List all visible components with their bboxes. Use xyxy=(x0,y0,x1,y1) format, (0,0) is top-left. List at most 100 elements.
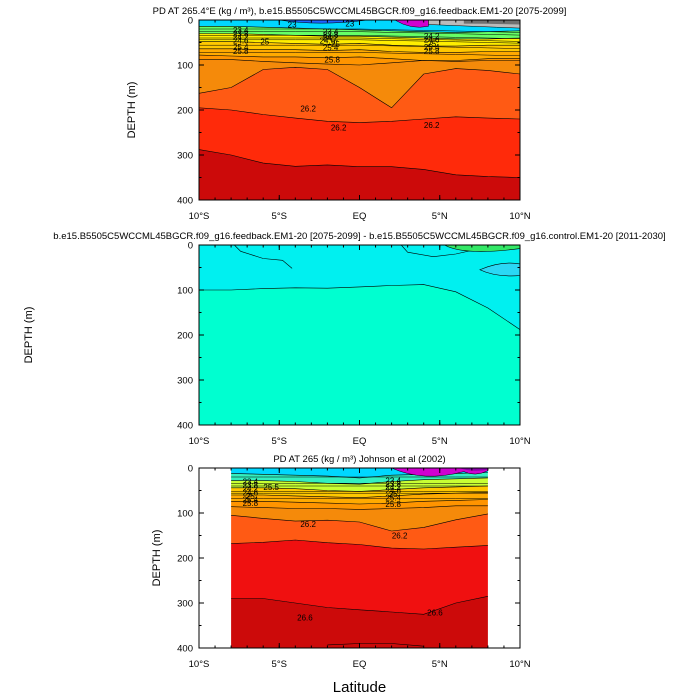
contour-label: 24.2 xyxy=(243,485,259,494)
contour-label: 26.2 xyxy=(331,124,347,133)
y-tick-label: 300 xyxy=(177,151,193,162)
contour-label: 23.8 xyxy=(385,480,401,489)
contour-line xyxy=(198,107,521,123)
contour-label: 25 xyxy=(427,39,436,48)
contour-line xyxy=(231,499,488,505)
panel-middle: b.e15.B5505C5WCCML45BGCR.f09_g16.feedbac… xyxy=(23,231,666,447)
contour-band xyxy=(231,540,488,615)
contour-label: 23.4 xyxy=(323,28,339,37)
contour-band xyxy=(231,513,488,549)
y-tick-label: 300 xyxy=(177,599,193,610)
contour-label: 25.4 xyxy=(233,43,249,52)
contour-label: 24.6 xyxy=(243,488,259,497)
contour-label: 23.8 xyxy=(233,30,249,39)
contour-band xyxy=(393,19,429,28)
contour-band xyxy=(199,245,293,269)
contour-label: 25.8 xyxy=(424,47,440,56)
contour-line xyxy=(231,596,488,615)
contour-line xyxy=(199,59,520,66)
contour-band xyxy=(199,48,520,61)
x-tick-label: EQ xyxy=(353,211,367,222)
y-tick-label: 300 xyxy=(177,376,193,387)
contour-label: 25.4 xyxy=(424,43,440,52)
y-tick-label: 400 xyxy=(177,196,193,207)
contour-label: 25.4 xyxy=(323,43,339,52)
contour-label: 25.8 xyxy=(324,56,340,65)
y-tick-label: 400 xyxy=(177,421,193,432)
contour-label: 23.8 xyxy=(323,30,339,39)
contour-label: 26.2 xyxy=(300,105,316,114)
contour-label: 25.8 xyxy=(233,47,249,56)
contour-label: 25.5 xyxy=(263,483,279,492)
x-tick-label: 10°N xyxy=(509,211,530,222)
contour-line xyxy=(231,477,488,485)
y-tick-label: 400 xyxy=(177,644,193,655)
y-tick-label: 200 xyxy=(177,554,193,565)
contour-band xyxy=(199,149,520,200)
contour-label: 26.6 xyxy=(427,608,443,617)
contour-label: 24.6 xyxy=(233,37,249,46)
contour-band xyxy=(459,468,488,471)
contour-line xyxy=(327,643,424,647)
contour-line xyxy=(198,66,521,109)
contour-line xyxy=(231,539,488,550)
x-tick-label: 10°S xyxy=(189,436,210,447)
contour-label: 25.4 xyxy=(385,494,401,503)
y-tick-label: 0 xyxy=(188,16,193,27)
x-tick-label: 5°N xyxy=(432,436,448,447)
y-tick-label: 100 xyxy=(177,61,193,72)
x-axis-label: Latitude xyxy=(333,679,386,696)
contour-label: 23.8 xyxy=(243,481,259,490)
contour-label: 24.2 xyxy=(233,33,249,42)
contour-line xyxy=(231,505,488,510)
x-tick-label: 10°S xyxy=(189,211,210,222)
contour-label: 24.2 xyxy=(424,32,440,41)
x-tick-label: 5°S xyxy=(272,659,287,670)
contour-label: 25.4 xyxy=(243,496,259,505)
contour-label: 24.6 xyxy=(385,487,401,496)
contour-line xyxy=(199,41,520,47)
contour-line xyxy=(199,44,521,49)
x-tick-label: 5°S xyxy=(272,436,287,447)
contour-line xyxy=(199,48,520,53)
contour-band xyxy=(231,477,488,492)
contour-label: 25.8 xyxy=(243,499,259,508)
panel-title: b.e15.B5505C5WCCML45BGCR.f09_g16.feedbac… xyxy=(53,231,665,242)
contour-label: 26.6 xyxy=(297,613,313,622)
contour-band xyxy=(199,67,520,123)
contour-band xyxy=(231,499,488,510)
y-tick-label: 200 xyxy=(177,331,193,342)
y-axis-label: DEPTH (m) xyxy=(23,307,35,364)
contour-label: 25.8 xyxy=(385,500,401,509)
y-tick-label: 0 xyxy=(188,464,193,475)
contour-band xyxy=(199,107,520,178)
contour-line xyxy=(231,485,488,492)
contour-line xyxy=(231,492,488,499)
y-axis-label: DEPTH (m) xyxy=(151,530,163,587)
contour-line xyxy=(199,28,521,33)
x-tick-label: 5°N xyxy=(432,659,448,670)
contour-label: 25 xyxy=(260,38,269,47)
contour-label: 26.2 xyxy=(392,532,408,541)
contour-line xyxy=(199,39,521,44)
contour-band xyxy=(199,55,520,65)
contour-label: 26.2 xyxy=(300,520,316,529)
contour-line xyxy=(199,52,521,57)
contour-band xyxy=(231,505,488,531)
contour-label: 26.2 xyxy=(424,121,440,130)
contour-line xyxy=(199,35,521,39)
y-axis-label: DEPTH (m) xyxy=(126,82,138,139)
contour-band xyxy=(199,59,520,108)
contour-label: 25 xyxy=(246,492,255,501)
contour-label: 23.4 xyxy=(385,477,401,486)
contour-label: 24.6 xyxy=(424,35,440,44)
contour-line xyxy=(234,244,293,269)
contour-band xyxy=(463,20,520,25)
contour-line xyxy=(199,31,521,36)
contour-line xyxy=(198,149,521,178)
y-tick-label: 0 xyxy=(188,241,193,252)
contour-label: 25 xyxy=(389,490,398,499)
x-tick-label: 10°N xyxy=(509,659,530,670)
